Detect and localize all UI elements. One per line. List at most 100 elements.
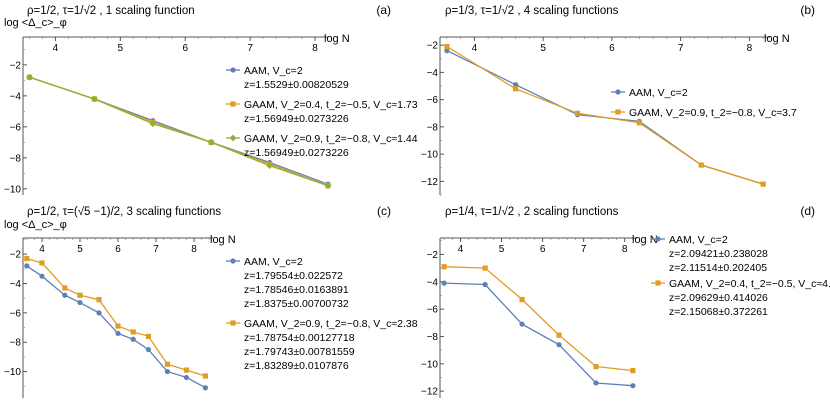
chart-panel-1: ρ=1/2, τ=1/√2 , 1 scaling function (a) log… — [4, 3, 418, 195]
chart-title: ρ=1/2, τ=(√5 −1)/2, 3 scaling functions — [27, 205, 221, 218]
legend-fit-value: z=2.11514±0.202405 — [669, 262, 767, 274]
legend-fit-value: z=1.79554±0.022572 — [244, 270, 343, 282]
data-point — [630, 383, 636, 389]
data-point — [482, 265, 488, 271]
data-point — [183, 367, 189, 373]
y-tick-label: −10 — [4, 367, 21, 378]
y-axis-label: log <Δ_c>_φ — [4, 17, 67, 29]
x-tick-label: 8 — [747, 43, 753, 54]
chart-panel-4: ρ=1/4, τ=1/√2 , 2 scaling functions (d) 4 5… — [421, 204, 830, 398]
x-tick-label: 5 — [540, 43, 546, 54]
data-point — [519, 321, 525, 327]
data-point — [164, 368, 170, 375]
x-tick-label: 6 — [609, 43, 615, 54]
data-point — [24, 255, 30, 262]
y-tick-label: −6 — [10, 122, 22, 133]
data-point — [96, 297, 102, 303]
legend-fit-value: z=1.83289±0.0107876 — [244, 360, 349, 372]
data-point — [39, 273, 45, 279]
legend-label: AAM, V_c=2 — [629, 87, 688, 99]
legend-swatch-marker — [615, 89, 621, 95]
data-point — [593, 363, 599, 370]
x-tick-label: 6 — [540, 244, 546, 255]
legend-fit-value: z=1.56949±0.0273226 — [244, 113, 349, 125]
x-axis-label: log N — [632, 234, 658, 246]
data-point — [115, 330, 121, 337]
legend-entry-2: GAAM, V_2=0.9, t_2=−0.8, V_c≈3.7 — [611, 107, 797, 119]
chart-title: ρ=1/4, τ=1/√2 , 2 scaling functions — [445, 205, 619, 218]
chart-panel-2: ρ=1/3, τ=1/√2 , 4 scaling functions (b) 4 5… — [421, 3, 815, 196]
y-tick-label: −12 — [421, 177, 438, 188]
series-line-3 — [29, 76, 329, 187]
legend-label: GAAM, V_2=0.4, t_2=−0.5, V_c≈1.73 — [244, 99, 418, 111]
y-tick-label: −4 — [427, 68, 439, 79]
data-point — [77, 299, 83, 306]
data-point — [513, 86, 519, 92]
data-point — [183, 374, 189, 381]
legend-swatch-marker — [230, 101, 236, 107]
chart-title: ρ=1/3, τ=1/√2 , 4 scaling functions — [445, 4, 619, 17]
x-tick-label: 5 — [118, 43, 124, 54]
legend-swatch-marker — [655, 236, 661, 242]
data-point — [202, 373, 208, 379]
legend-entry-2: GAAM, V_2=0.4, t_2=−0.5, V_c≈1.73 z=1.569… — [226, 99, 418, 125]
data-point — [90, 95, 98, 103]
series-line-2 — [26, 257, 206, 377]
x-tick-label: 8 — [312, 43, 318, 54]
x-tick-label: 6 — [182, 43, 188, 54]
y-tick-label: −4 — [10, 91, 22, 102]
data-point — [441, 264, 447, 270]
data-point — [556, 342, 562, 348]
x-tick-label: 4 — [39, 244, 45, 255]
series-line-2 — [446, 45, 764, 185]
x-tick-label: 4 — [458, 244, 464, 255]
data-point — [149, 120, 157, 128]
x-tick-label: 5 — [77, 244, 83, 255]
y-tick-label: −6 — [427, 305, 439, 316]
panel-label: (d) — [800, 204, 815, 218]
x-tick-label: 8 — [191, 244, 197, 255]
chart-title: ρ=1/2, τ=1/√2 , 1 scaling function — [27, 4, 195, 17]
data-point — [62, 285, 68, 291]
legend-label: GAAM, V_2=0.9, t_2=−0.8, V_c≈2.38 — [244, 318, 418, 330]
legend-entry-1: AAM, V_c=2 z=1.5529±0.00820529 — [226, 65, 349, 91]
data-point — [444, 48, 450, 54]
legend-entry-2: GAAM, V_2=0.9, t_2=−0.8, V_c≈2.38 z=1.787… — [226, 318, 418, 372]
legend-entry-2: GAAM, V_2=0.4, t_2=−0.5, V_c≈4.7 z=2.0962… — [651, 278, 830, 318]
legend-fit-value: z=1.78754±0.00127718 — [244, 332, 355, 344]
panel-label: (a) — [376, 3, 391, 17]
y-tick-label: −6 — [10, 308, 22, 319]
x-tick-label: 7 — [581, 244, 587, 255]
legend-entry-3: GAAM, V_2=0.9, t_2=−0.8, V_c≈1.44 z=1.569… — [226, 133, 418, 159]
data-point — [636, 120, 642, 126]
series-line-1 — [444, 282, 633, 387]
data-point — [145, 346, 151, 353]
y-tick-label: −4 — [427, 277, 439, 288]
legend-fit-value: z=1.5529±0.00820529 — [244, 79, 349, 91]
data-point — [96, 310, 102, 316]
chart-panel-3: ρ=1/2, τ=(√5 −1)/2, 3 scaling functions (… — [4, 204, 418, 398]
data-point — [482, 281, 488, 288]
legend-swatch-marker — [655, 280, 661, 286]
legend-fit-value: z=1.78546±0.0163891 — [244, 284, 349, 296]
y-tick-label: −6 — [427, 95, 439, 106]
legend-swatch-marker — [230, 67, 236, 73]
x-tick-label: 5 — [499, 244, 505, 255]
y-tick-label: −10 — [4, 184, 21, 195]
x-tick-label: 7 — [678, 43, 684, 54]
legend-label: AAM, V_c=2 — [244, 65, 303, 77]
y-tick-label: −10 — [421, 150, 438, 161]
data-point — [444, 43, 450, 50]
legend-fit-value: z=2.09629±0.414026 — [669, 292, 768, 304]
y-tick-label: −2 — [10, 60, 22, 71]
data-point — [62, 292, 68, 298]
legend-swatch-marker — [230, 258, 236, 264]
data-point — [593, 380, 599, 386]
x-tick-label: 7 — [247, 43, 253, 54]
legend-label: GAAM, V_2=0.9, t_2=−0.8, V_c≈3.7 — [629, 107, 797, 119]
legend-label: GAAM, V_2=0.4, t_2=−0.5, V_c≈4.7 — [669, 278, 830, 290]
data-point — [202, 385, 208, 391]
data-point — [26, 73, 33, 81]
data-point — [266, 162, 273, 169]
